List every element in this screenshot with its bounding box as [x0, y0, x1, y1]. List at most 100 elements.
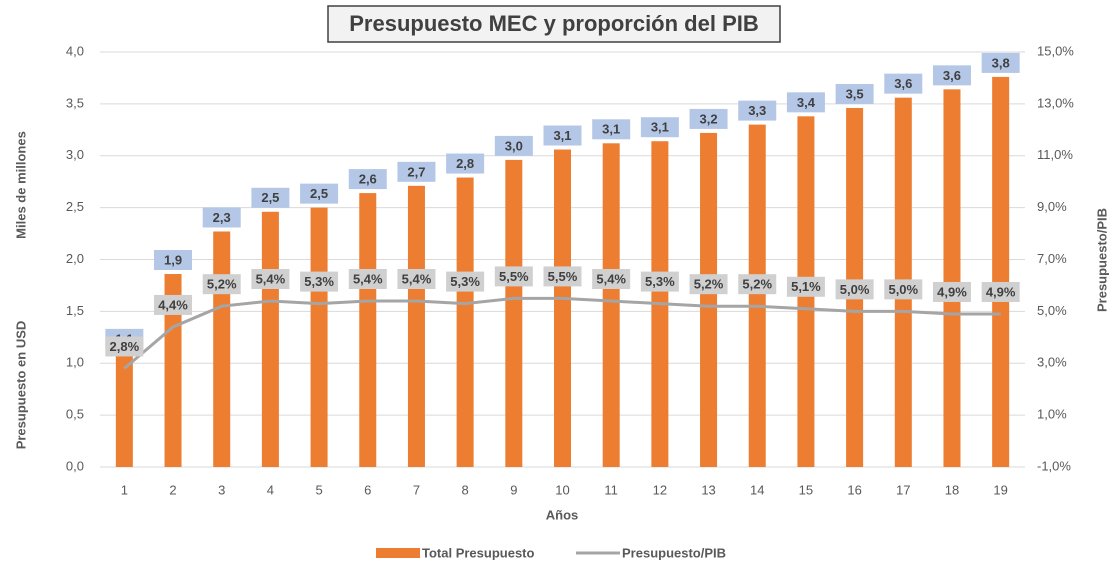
label-box: [251, 269, 290, 289]
bar: [554, 149, 571, 467]
label-box: [640, 117, 679, 138]
x-tick-label: 12: [653, 482, 667, 497]
y2-tick-label: 13,0%: [1037, 95, 1074, 110]
data-label: 4,9%: [937, 284, 967, 299]
data-label: 2,7: [407, 164, 425, 179]
y-axis-title: Miles de millones: [13, 131, 28, 239]
data-label: 2,5: [261, 190, 279, 205]
y-tick-label: 2,5: [66, 199, 84, 214]
label-box: [202, 207, 241, 228]
data-label: 4,4%: [158, 297, 188, 312]
bar: [261, 211, 279, 467]
bar: [407, 185, 425, 467]
y2-tick-label: 3,0%: [1037, 355, 1067, 370]
x-tick-label: 2: [169, 482, 176, 497]
data-label: 5,4%: [353, 271, 383, 286]
bar: [602, 143, 620, 468]
x-tick-label: 5: [315, 482, 322, 497]
label-box: [835, 279, 874, 300]
data-label: 3,6: [894, 76, 912, 91]
label-box: [300, 183, 339, 204]
data-label: 5,3%: [450, 274, 480, 289]
label-box: [786, 92, 825, 113]
data-label: 3,1: [651, 120, 669, 135]
title-box: [327, 5, 781, 43]
data-label: 5,0%: [888, 282, 918, 297]
label-box: [154, 250, 193, 271]
label-box: [592, 269, 631, 289]
y-tick-label: 2,0: [66, 251, 84, 266]
x-tick-label: 4: [267, 482, 274, 497]
y-tick-label: 0,5: [66, 407, 84, 422]
y-tick-label: 1,0: [66, 355, 84, 370]
label-box: [786, 276, 825, 297]
bar: [359, 193, 377, 467]
y2-tick-label: 9,0%: [1037, 199, 1067, 214]
label-box: [689, 274, 728, 295]
label-box: [154, 294, 193, 315]
data-label: 5,4%: [596, 271, 626, 286]
y2-tick-label: 5,0%: [1037, 303, 1067, 318]
label-box: [738, 100, 777, 121]
bar: [505, 159, 523, 467]
label-box: [640, 271, 679, 292]
data-label: 3,5: [846, 86, 864, 101]
data-label: 3,4: [797, 95, 816, 110]
data-label: 5,4%: [402, 271, 432, 286]
data-label: 5,5%: [499, 269, 529, 284]
label-box: [981, 52, 1020, 73]
x-tick-label: 17: [896, 482, 910, 497]
y2-tick-label: -1,0%: [1037, 458, 1071, 473]
y2-axis-title: Presupuesto/PIB: [1094, 208, 1109, 312]
label-box: [543, 266, 582, 287]
data-label: 2,3: [213, 210, 231, 225]
x-tick-label: 15: [799, 482, 813, 497]
data-label: 3,1: [602, 122, 620, 137]
data-label: 2,5: [310, 186, 328, 201]
label-box: [251, 187, 290, 208]
chart-title: Presupuesto MEC y proporción del PIB: [349, 11, 759, 36]
x-tick-label: 19: [993, 482, 1007, 497]
data-label: 3,2: [700, 111, 718, 126]
x-tick-label: 9: [510, 482, 517, 497]
x-tick-label: 16: [847, 482, 861, 497]
data-label: 5,3%: [645, 274, 675, 289]
x-tick-label: 14: [750, 482, 764, 497]
data-label: 3,0: [505, 138, 523, 153]
data-label: 5,2%: [694, 277, 724, 292]
bar: [115, 352, 133, 467]
label-box: [494, 135, 533, 156]
y-tick-label: 1,5: [66, 303, 84, 318]
legend-label: Total Presupuesto: [422, 545, 535, 560]
label-box: [835, 84, 874, 105]
label-box: [446, 271, 485, 292]
y-tick-label: 4,0: [66, 43, 84, 58]
data-label: 5,5%: [548, 269, 578, 284]
x-tick-label: 13: [701, 482, 715, 497]
legend-swatch: [376, 548, 420, 558]
legend-label: Presupuesto/PIB: [622, 545, 726, 560]
data-label: 4,9%: [986, 284, 1016, 299]
label-box: [105, 336, 144, 357]
data-label: 5,1%: [791, 279, 821, 294]
label-box: [300, 271, 339, 292]
y2-tick-label: 11,0%: [1037, 147, 1073, 162]
data-label: 3,6: [943, 68, 961, 83]
bar: [943, 89, 961, 467]
data-label: 5,0%: [840, 282, 870, 297]
bar: [164, 274, 182, 467]
label-box: [932, 65, 971, 86]
y2-tick-label: 15,0%: [1037, 43, 1074, 58]
bar: [456, 177, 474, 467]
x-tick-label: 10: [555, 482, 569, 497]
data-label: 3,3: [748, 103, 766, 118]
label-box: [348, 269, 387, 289]
label-box: [981, 281, 1020, 302]
x-axis-title: Años: [546, 507, 579, 522]
label-box: [543, 125, 582, 146]
data-label: 1,9: [164, 252, 182, 267]
y-tick-label: 0,0: [66, 458, 84, 473]
y-tick-label: 3,0: [66, 147, 84, 162]
data-label: 2,8%: [110, 339, 140, 354]
y2-tick-label: 1,0%: [1037, 407, 1067, 422]
